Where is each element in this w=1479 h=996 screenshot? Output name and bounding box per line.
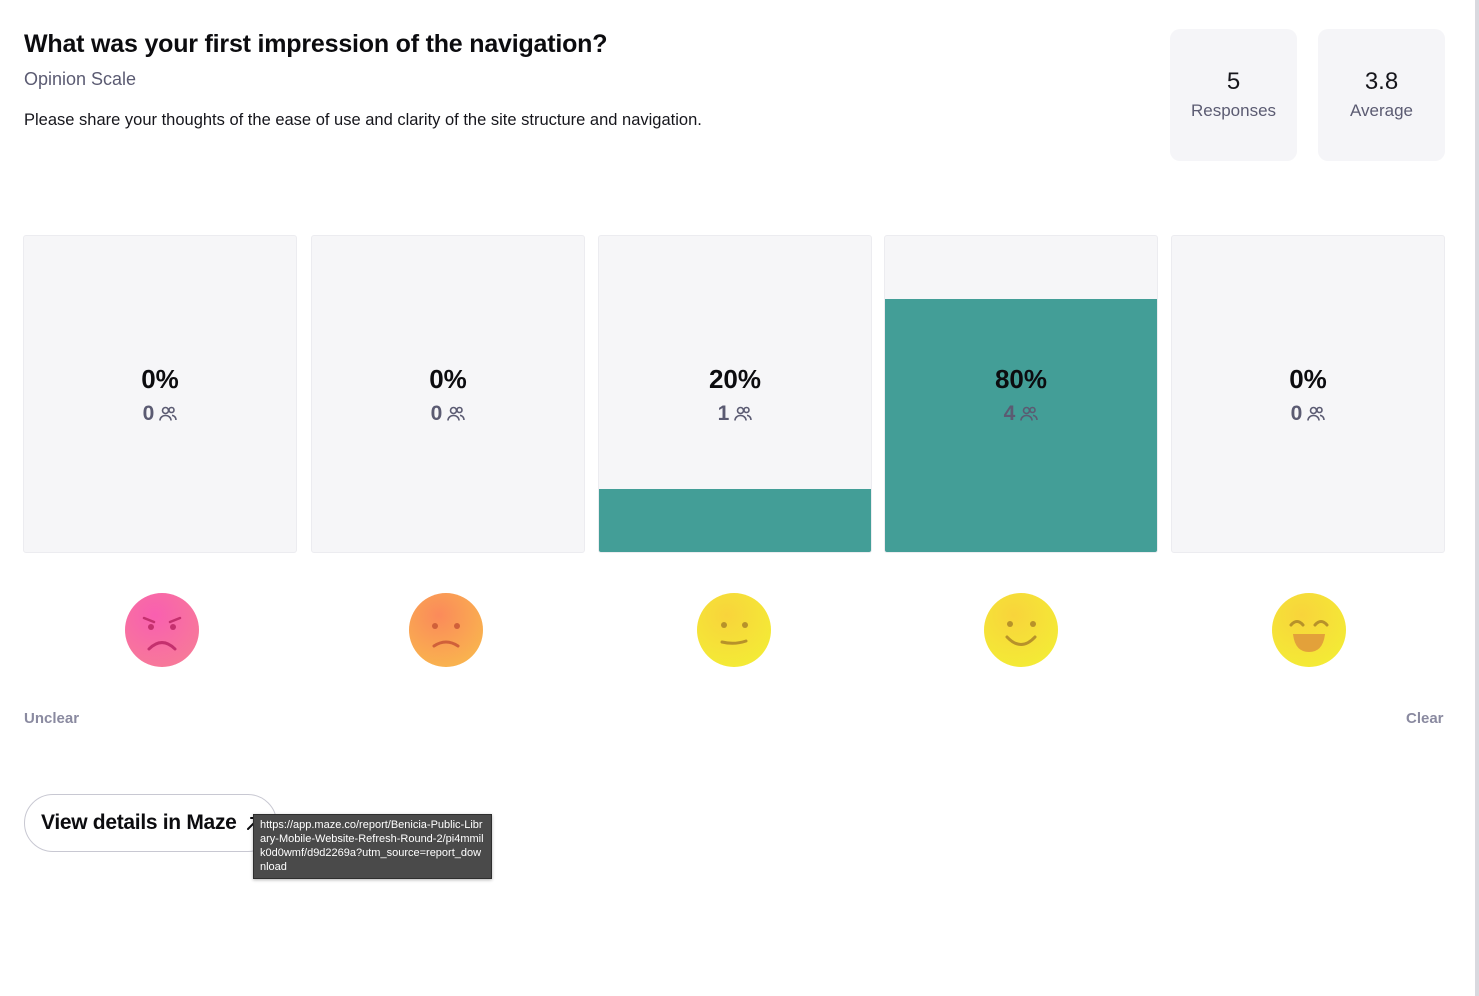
- bar-percent: 0%: [1289, 364, 1327, 394]
- link-url-tooltip: https://app.maze.co/report/Benicia-Publi…: [253, 814, 492, 879]
- responses-value: 5: [1226, 68, 1241, 95]
- bar-count: 4: [1003, 402, 1016, 425]
- responses-label: Responses: [1190, 101, 1277, 120]
- scale-max-label: Clear: [1406, 710, 1444, 727]
- people-icon: [159, 406, 178, 422]
- grin-face-icon: [1271, 592, 1347, 668]
- scale-option-2[interactable]: 0% 0: [311, 235, 585, 553]
- view-details-button[interactable]: View details in Maze: [24, 794, 277, 852]
- bar-percent: 0%: [141, 364, 179, 394]
- scale-min-label: Unclear: [24, 710, 80, 727]
- bar-percent: 20%: [708, 364, 762, 394]
- smile-face-icon: [983, 592, 1059, 668]
- neutral-face-icon: [696, 592, 772, 668]
- bar-fill: [599, 488, 871, 552]
- frown-face-icon: [408, 592, 484, 668]
- bar-count: 0: [430, 402, 443, 425]
- question-title: What was your first impression of the na…: [24, 30, 608, 58]
- question-description: Please share your thoughts of the ease o…: [24, 111, 702, 129]
- question-type-label: Opinion Scale: [24, 69, 137, 89]
- people-icon: [447, 406, 466, 422]
- average-stat-card: 3.8 Average: [1318, 29, 1445, 161]
- average-label: Average: [1349, 101, 1413, 120]
- window-edge-divider: [1475, 0, 1479, 996]
- people-icon: [1020, 406, 1039, 422]
- people-icon: [1307, 406, 1326, 422]
- bar-percent: 80%: [994, 364, 1048, 394]
- scale-option-1[interactable]: 0% 0: [23, 235, 297, 553]
- bar-percent: 0%: [429, 364, 467, 394]
- sad-face-icon: [124, 592, 200, 668]
- bar-count: 0: [1290, 402, 1303, 425]
- scale-option-3[interactable]: 20% 1: [598, 235, 872, 553]
- responses-stat-card: 5 Responses: [1170, 29, 1297, 161]
- scale-option-4[interactable]: 80% 4: [884, 235, 1158, 553]
- average-value: 3.8: [1364, 68, 1399, 95]
- scale-option-5[interactable]: 0% 0: [1171, 235, 1445, 553]
- bar-count: 0: [142, 402, 155, 425]
- people-icon: [734, 406, 753, 422]
- bar-count: 1: [717, 402, 730, 425]
- bar-fill: [885, 299, 1157, 552]
- view-details-label: View details in Maze: [41, 811, 237, 834]
